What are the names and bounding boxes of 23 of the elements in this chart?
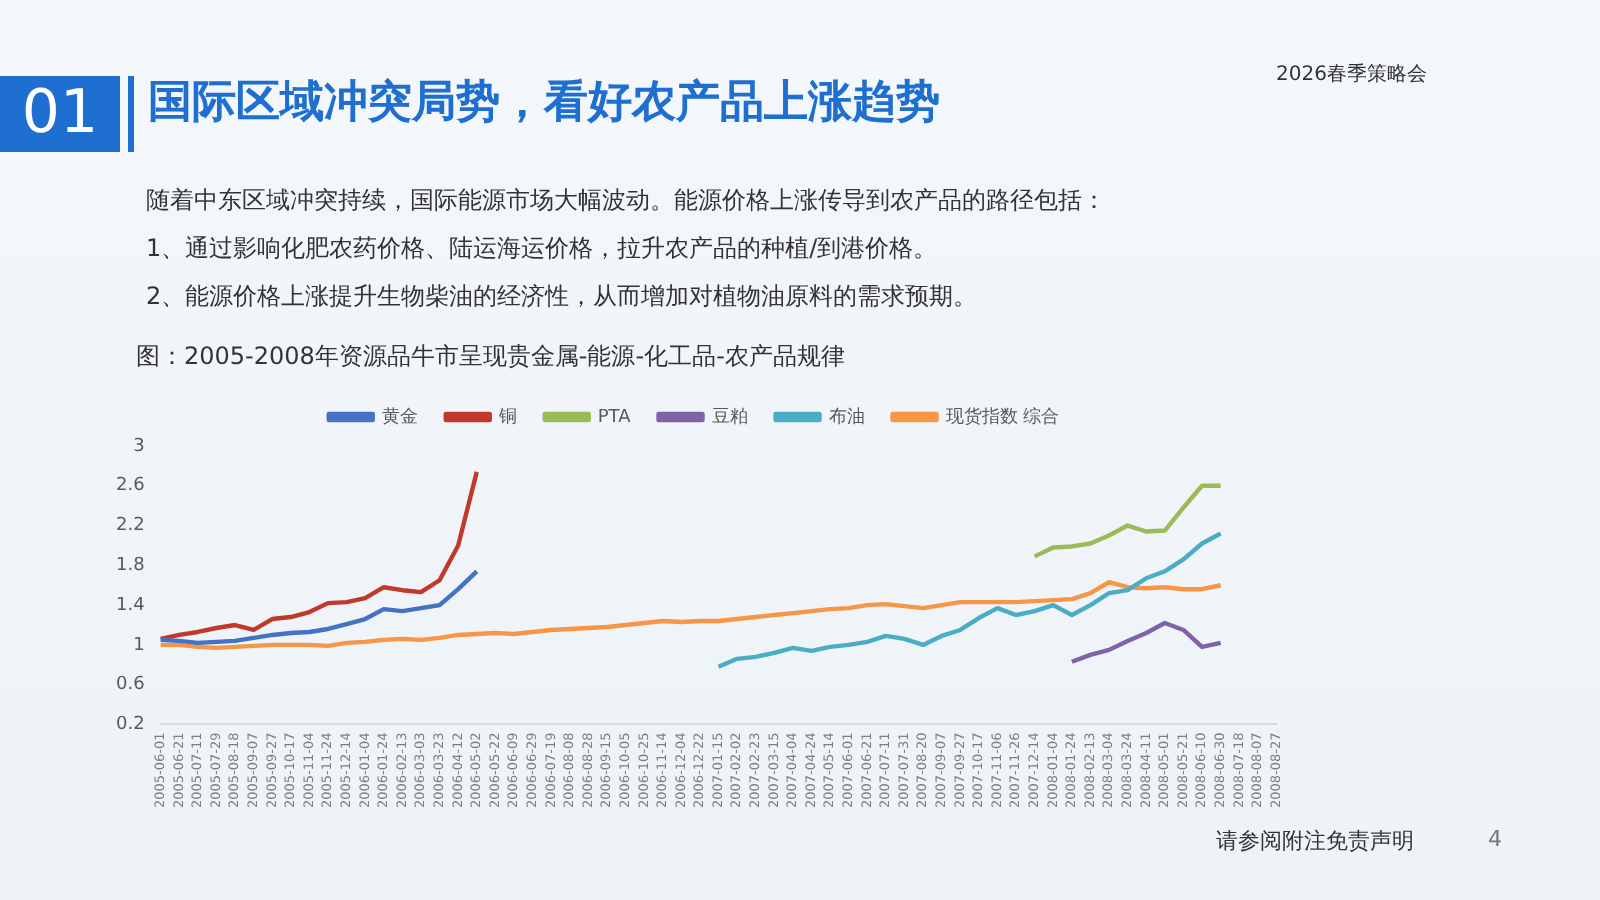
legend-label: 豆粕 — [711, 405, 748, 428]
text: 国际区域冲突局势，看好农产品上涨趋势 — [148, 76, 940, 132]
y-tick-label: 2.2 — [115, 516, 145, 537]
y-tick-label: 2.6 — [115, 476, 146, 497]
text: 请参阅附注免责声明 — [1216, 826, 1414, 856]
legend-label: PTA — [597, 407, 633, 428]
legend-label: 布油 — [828, 405, 865, 428]
y-tick-label: 1.4 — [115, 595, 146, 616]
text: 1、通过影响化肥农药价格、陆运海运价格，拉升农产品的种植/到港价格。 — [146, 232, 938, 266]
y-tick-label: 3 — [133, 436, 145, 457]
y-tick-label: 0.2 — [115, 715, 145, 736]
legend-label: 黄金 — [381, 405, 418, 428]
text: 随着中东区域冲突持续，国际能源市场大幅波动。能源价格上涨传导到农产品的路径包括： — [146, 184, 1106, 218]
y-tick-label: 1.8 — [115, 556, 146, 577]
y-tick-label: 1 — [133, 635, 145, 656]
y-tick-label: 0.6 — [115, 675, 146, 696]
legend-label: 现货指数 综合 — [945, 405, 1060, 428]
text: 4 — [1488, 826, 1502, 852]
text: 01 — [0, 76, 120, 152]
chart-title: 图：2005-2008年资源品牛市呈现贵金属-能源-化工品-农产品规律 — [136, 340, 845, 374]
text: 2026春季策略会 — [1276, 61, 1427, 88]
legend-label: 铜 — [496, 405, 517, 428]
text: 2、能源价格上涨提升生物柴油的经济性，从而增加对植物油原料的需求预期。 — [146, 280, 978, 314]
